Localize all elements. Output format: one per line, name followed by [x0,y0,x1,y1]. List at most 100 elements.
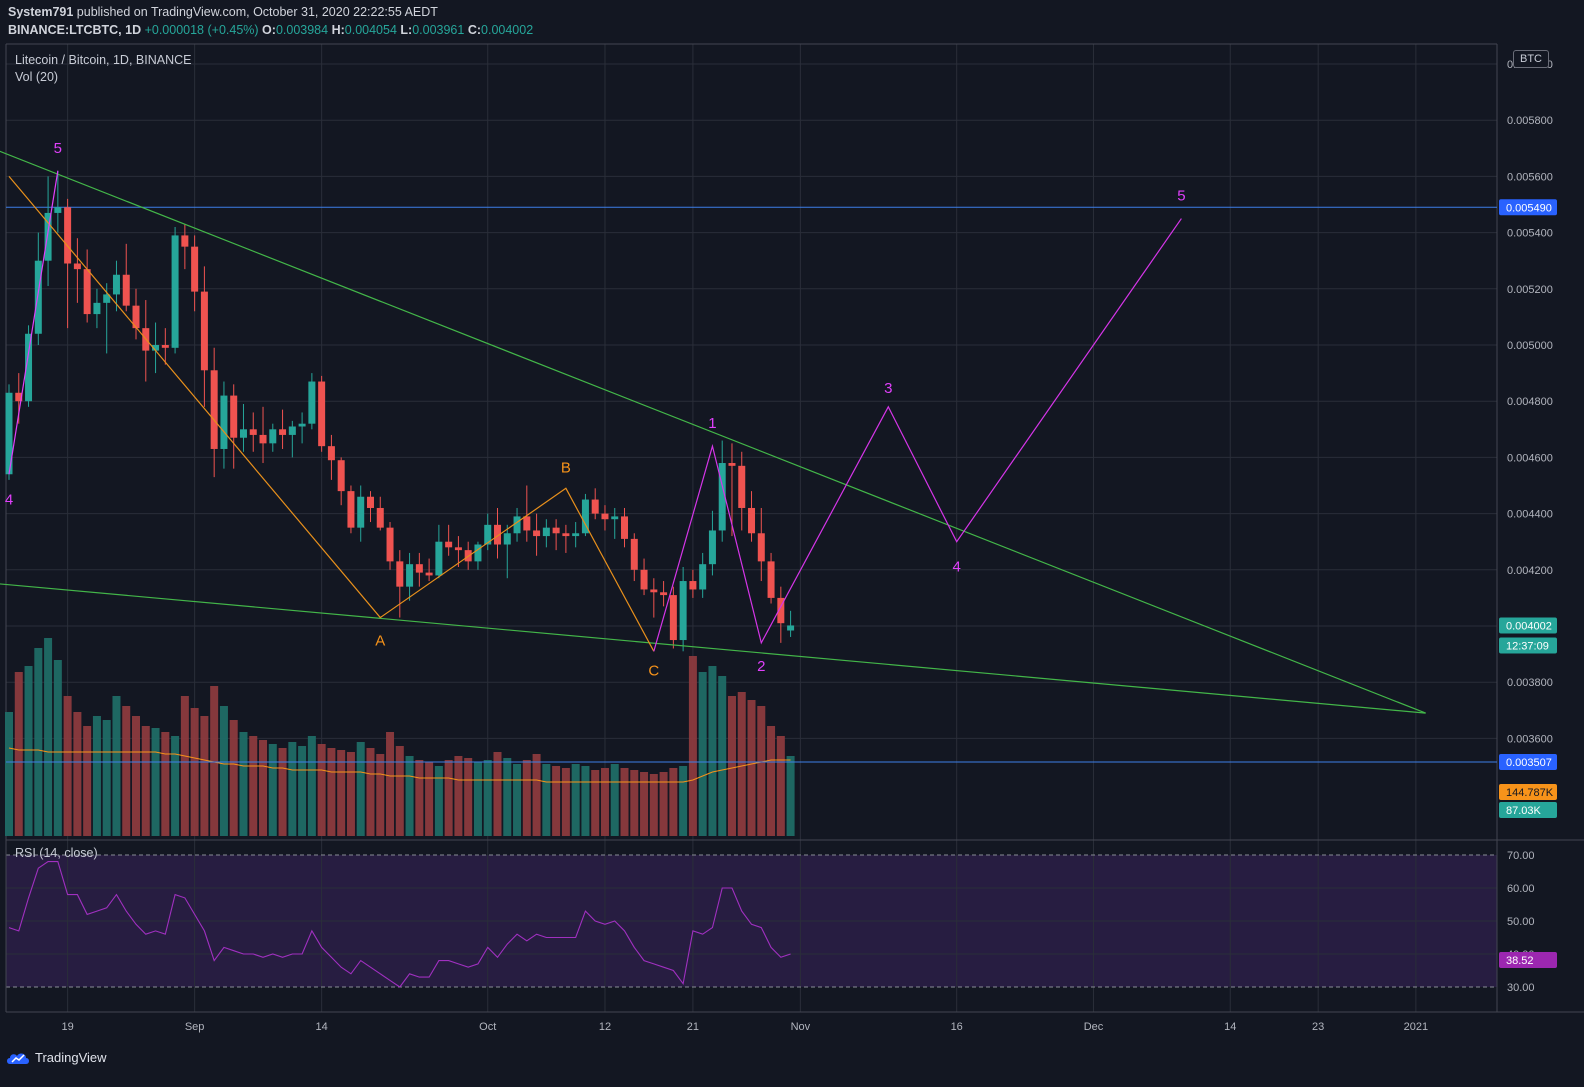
volume-bar [522,760,531,836]
volume-bar [688,656,697,836]
volume-bar [718,676,727,836]
x-tick-label: Dec [1084,1021,1104,1033]
volume-bar [757,706,766,836]
candle-body [347,491,355,528]
volume-bar [610,764,619,836]
candle-body [406,564,414,587]
volume-bar [141,726,150,836]
volume-bar [698,672,707,836]
volume-bar [219,706,228,836]
candle-body [327,446,335,461]
candle-body [601,513,609,520]
y-tick-label: 0.005600 [1507,171,1553,183]
countdown-badge-bg [1499,637,1557,654]
volume-bar [630,770,639,836]
close-label: C: [467,23,482,37]
rsi-tick-label: 60.00 [1507,883,1535,895]
volume-bar [24,666,33,836]
volume-bar [425,762,434,836]
volume-bar [620,768,629,836]
volume-bar [34,648,43,836]
open-value: 0.003984 [275,23,329,37]
volume-bar [649,774,658,836]
abc-correction-path [8,176,655,652]
volume-bar [259,740,268,836]
candle-body [54,207,62,213]
x-tick-label: 14 [1224,1021,1236,1033]
candle-body [249,429,257,435]
volume-bar [473,762,482,836]
y-tick-label: 0.005200 [1507,284,1553,296]
tradingview-brand: TradingView [35,1050,107,1065]
volume-bar [151,728,160,836]
candle-body [562,533,570,537]
volume-bar [786,756,795,836]
volume-bar [190,708,199,836]
x-tick-label: 16 [951,1021,963,1033]
last-price-badge: 0.004002 [1506,620,1552,632]
y-tick-label: 0.004600 [1507,452,1553,464]
high-label: H: [331,23,345,37]
candle-body [738,465,746,508]
volume-bar [298,746,307,836]
rsi-tick-label: 30.00 [1507,982,1535,994]
volume-bar [346,752,355,836]
currency-badge[interactable]: BTC [1513,50,1549,68]
volume-bar [727,696,736,836]
volume-bar [239,732,248,836]
volume-bar [600,768,609,836]
change-value: +0.000018 (+0.45%) [144,23,259,37]
candle-body [239,429,247,438]
candle-body [572,533,580,537]
y-tick-label: 0.004400 [1507,509,1553,521]
candle-body [122,274,130,306]
lower-trendline [0,583,1426,714]
volume-bar [161,732,170,836]
volume-bar [386,732,395,836]
candle-body [533,530,541,537]
rsi-tick-label: 50.00 [1507,916,1535,928]
candle-body [44,212,52,261]
candle-body [288,426,296,435]
candle-body [660,592,668,596]
rsi-title[interactable]: RSI (14, close) [15,846,98,860]
volume-bar [356,742,365,836]
candle-body [298,423,306,427]
volume-bar [464,758,473,836]
wave-label-2: 2 [757,658,765,675]
volume-ma-line [8,747,791,783]
volume-bar [669,768,678,836]
candle-body [279,429,287,435]
candle-body [161,345,169,348]
volume-bar [552,766,561,836]
candle-body [220,395,228,449]
candle-body [757,533,765,562]
x-tick-label: 19 [61,1021,73,1033]
volume-bar [405,756,414,836]
pane-title[interactable]: Litecoin / Bitcoin, 1D, BINANCE [15,53,192,67]
projected-wave-path [653,218,1182,652]
candle-body [132,305,140,329]
candle-body [181,235,189,247]
volume-bar [5,712,13,836]
x-tick-label: 12 [599,1021,611,1033]
candle-body [112,274,120,295]
candle-body [259,434,267,444]
volume-hline-badge: 0.003507 [1506,757,1552,769]
volume-bar [327,748,336,836]
wave-label-1: 1 [708,415,716,432]
candle-body [269,429,277,444]
volume-bar [767,726,776,836]
volume-bar [561,768,570,836]
author-name[interactable]: System791 [8,5,74,19]
tradingview-logo[interactable]: TradingView [6,1050,107,1065]
wave-label-a: A [375,633,385,650]
volume-bar [679,766,688,836]
candle-body [425,572,433,576]
volume-last-badge: 87.03K [1506,805,1542,817]
volume-bar [112,696,121,836]
volume-bar [180,696,189,836]
volume-bar [229,720,238,836]
volume-title[interactable]: Vol (20) [15,70,59,84]
